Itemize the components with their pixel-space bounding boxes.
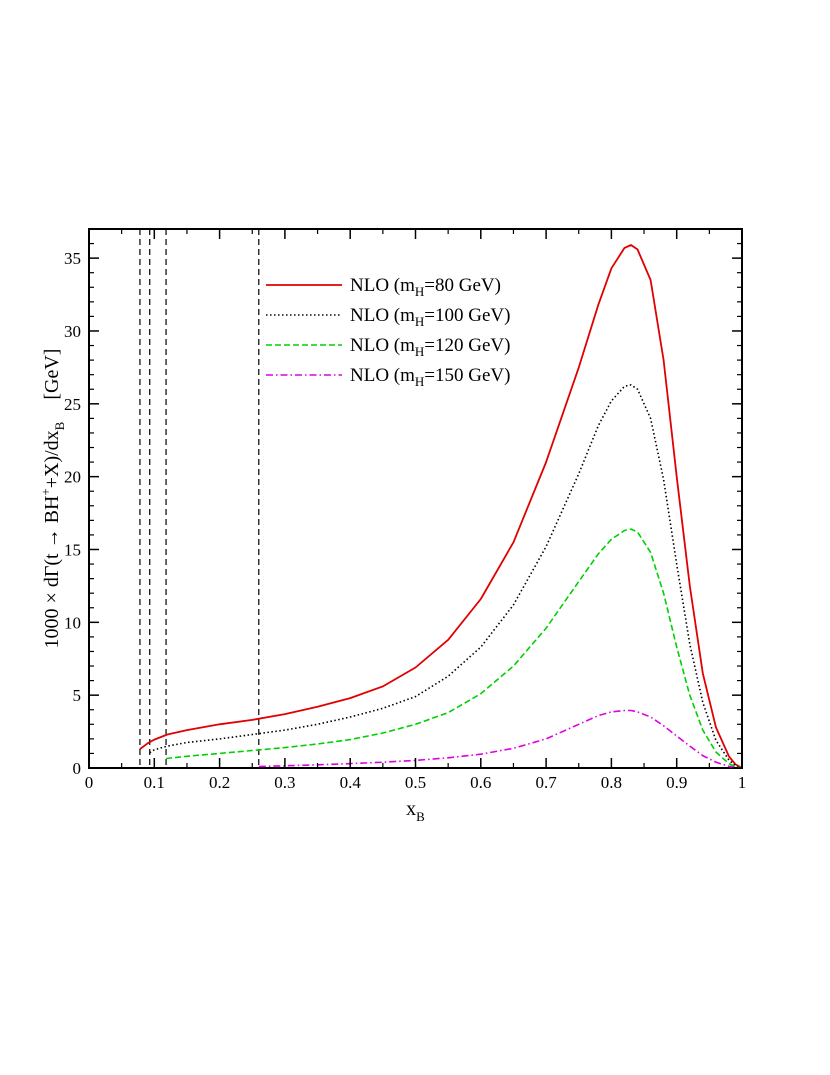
y-tick-label: 15 [64, 540, 81, 559]
y-tick-label: 5 [73, 686, 82, 705]
x-tick-label: 0.4 [340, 773, 362, 792]
y-axis-ticks: 0 5 10 15 20 25 30 35 [64, 228, 742, 778]
x-tick-label: 0.6 [470, 773, 491, 792]
series-line-0 [139, 244, 743, 769]
x-tick-label: 0.9 [666, 773, 687, 792]
x-tick-label: 0.2 [209, 773, 230, 792]
series-line-2 [166, 528, 743, 769]
y-tick-label: 20 [64, 468, 81, 487]
x-tick-label: 1 [738, 773, 747, 792]
plot-frame [88, 228, 743, 769]
x-tick-label: 0 [85, 773, 94, 792]
x-tick-label: 0.5 [405, 773, 426, 792]
x-axis-ticks: 0 0.1 0.2 0.3 0.4 0.5 0.6 0.7 0.8 0.9 1 [85, 229, 747, 792]
x-tick-label: 0.3 [274, 773, 295, 792]
vertical-cut-lines [139, 229, 260, 768]
y-tick-label: 35 [64, 249, 81, 268]
y-axis-title-unit: [GeV] [41, 349, 63, 400]
legend-label-3: NLO (mH=150 GeV) [350, 365, 510, 389]
y-axis-title: 1000 × dΓ(t → BH++X)/dxB [GeV] [38, 349, 67, 649]
y-tick-label: 10 [64, 613, 81, 632]
x-axis-title-sub: B [416, 809, 425, 824]
series-line-3 [258, 709, 743, 769]
y-axis-title-sub: B [52, 421, 67, 430]
legend-label-0: NLO (mH=80 GeV) [350, 275, 501, 299]
x-tick-label: 0.7 [535, 773, 557, 792]
x-axis-title-main: x [406, 798, 416, 820]
legend-label-1: NLO (mH=100 GeV) [350, 305, 510, 329]
x-tick-label: 0.1 [144, 773, 165, 792]
legend-label-2: NLO (mH=120 GeV) [350, 335, 510, 359]
y-tick-label: 0 [73, 759, 82, 778]
series-line-1 [149, 384, 743, 769]
y-axis-title-prefix: 1000 × dΓ(t → BH [41, 496, 63, 649]
y-axis-title-sup: + [38, 488, 53, 495]
legend: NLO (mH=80 GeV) NLO (mH=100 GeV) NLO (mH=1… [266, 275, 510, 389]
y-tick-label: 25 [64, 395, 81, 414]
x-axis-title: xB [406, 798, 425, 824]
y-tick-label: 30 [64, 322, 81, 341]
series-group [139, 244, 743, 769]
x-tick-label: 0.8 [601, 773, 622, 792]
y-axis-title-middle: +X)/dx [41, 430, 63, 488]
